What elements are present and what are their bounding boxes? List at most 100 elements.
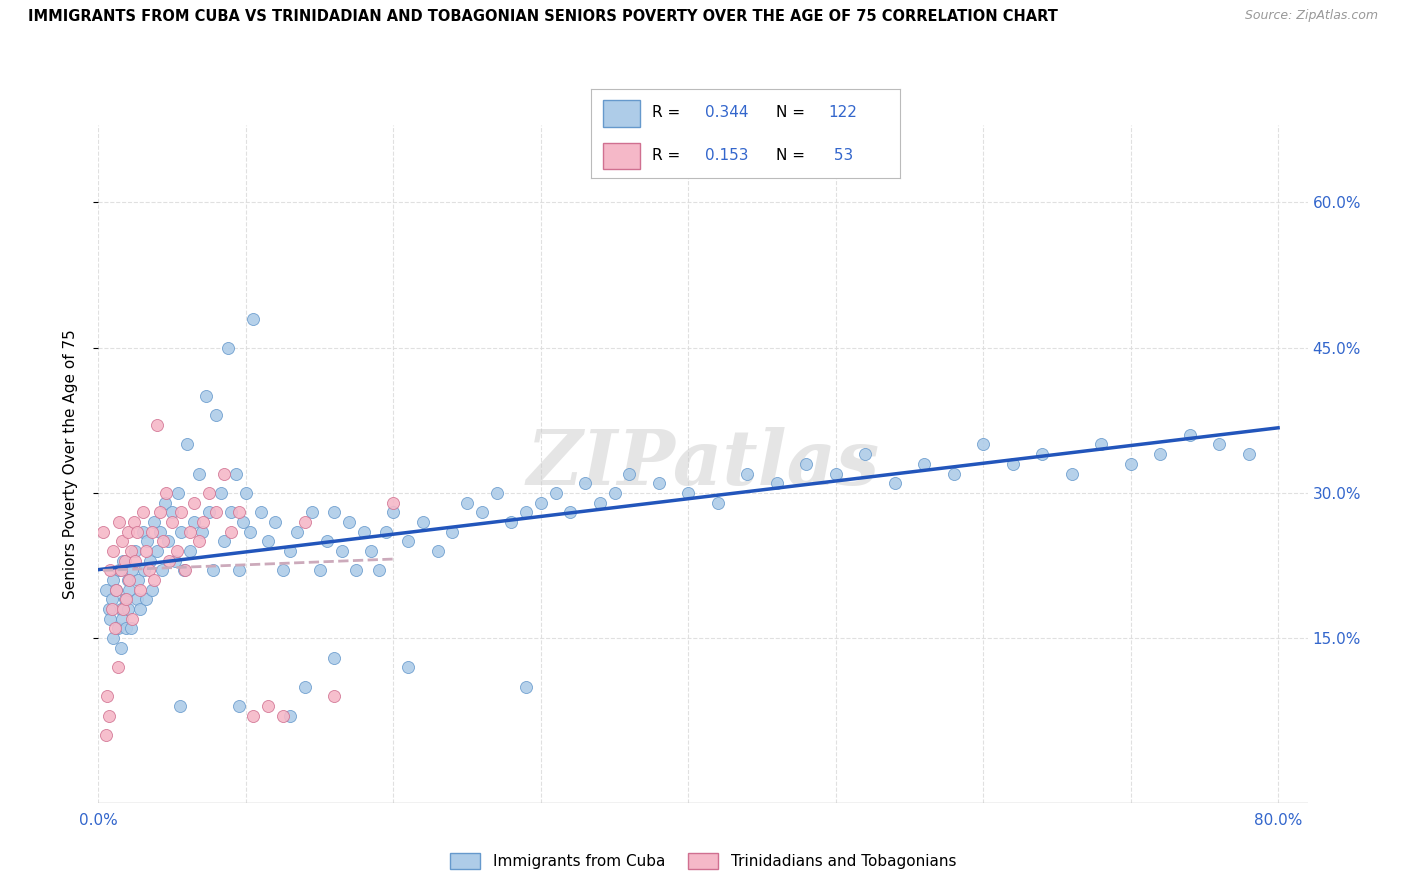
Point (96, 690, 118, 704)
Point (515, 680, 537, 694)
Point (139, 554, 162, 568)
Point (824, 467, 846, 481)
Point (1237, 447, 1260, 461)
Text: 122: 122 (828, 105, 858, 120)
Point (101, 544, 124, 558)
Point (97, 602, 120, 616)
Point (589, 495, 612, 509)
Point (173, 563, 195, 577)
Text: Source: ZipAtlas.com: Source: ZipAtlas.com (1244, 9, 1378, 22)
Legend: Immigrants from Cuba, Trinidadians and Tobagonians: Immigrants from Cuba, Trinidadians and T… (444, 847, 962, 875)
Point (316, 534, 339, 549)
Point (735, 467, 758, 481)
Text: 53: 53 (828, 148, 853, 162)
Point (412, 515, 434, 529)
Point (134, 563, 156, 577)
Point (560, 505, 582, 519)
Point (544, 486, 567, 500)
Point (150, 563, 173, 577)
Point (1178, 427, 1201, 442)
Point (515, 505, 537, 519)
Point (149, 505, 172, 519)
Point (205, 505, 228, 519)
Point (174, 563, 197, 577)
Point (242, 708, 264, 723)
Point (169, 698, 191, 713)
Point (187, 467, 209, 481)
Point (118, 582, 141, 597)
Point (179, 544, 201, 558)
Point (1208, 437, 1230, 451)
Point (323, 505, 346, 519)
Point (308, 563, 330, 577)
Point (219, 524, 242, 539)
Point (765, 476, 787, 491)
Point (232, 515, 254, 529)
Point (110, 602, 132, 616)
Point (98, 612, 121, 626)
Point (426, 544, 449, 558)
Point (94, 728, 117, 742)
Point (121, 563, 143, 577)
Point (441, 524, 464, 539)
Point (110, 640, 132, 655)
Point (1060, 467, 1083, 481)
Point (456, 495, 478, 509)
Point (198, 486, 221, 500)
Text: R =: R = (652, 148, 686, 162)
Text: 0.344: 0.344 (704, 105, 748, 120)
Point (367, 563, 389, 577)
Point (156, 534, 179, 549)
Point (153, 495, 176, 509)
Point (396, 660, 419, 674)
Point (100, 592, 122, 607)
Point (603, 486, 626, 500)
Point (1001, 457, 1024, 471)
Point (294, 515, 316, 529)
Point (112, 554, 135, 568)
Point (141, 524, 163, 539)
Point (225, 467, 247, 481)
Point (235, 486, 257, 500)
Point (396, 534, 419, 549)
Point (157, 554, 180, 568)
Y-axis label: Seniors Poverty Over the Age of 75: Seniors Poverty Over the Age of 75 (63, 329, 77, 599)
Text: N =: N = (776, 105, 810, 120)
Point (131, 505, 153, 519)
Point (114, 554, 136, 568)
Point (353, 524, 375, 539)
Point (183, 515, 205, 529)
Point (648, 476, 671, 491)
Point (530, 495, 553, 509)
Point (101, 631, 124, 645)
Point (257, 534, 280, 549)
Point (191, 515, 214, 529)
Point (271, 708, 294, 723)
Point (183, 495, 205, 509)
Point (883, 476, 905, 491)
Point (117, 524, 139, 539)
Point (375, 524, 398, 539)
Point (330, 544, 353, 558)
Point (120, 622, 142, 636)
Point (105, 582, 128, 597)
FancyBboxPatch shape (603, 100, 640, 127)
Point (228, 698, 250, 713)
Point (972, 437, 994, 451)
Point (124, 544, 146, 558)
Point (382, 505, 405, 519)
Point (155, 486, 177, 500)
Text: N =: N = (776, 148, 810, 162)
Point (1149, 447, 1171, 461)
Point (346, 563, 368, 577)
Point (127, 573, 149, 587)
Point (143, 573, 166, 587)
Point (228, 505, 250, 519)
Point (205, 409, 228, 423)
Point (942, 467, 965, 481)
Text: 0.153: 0.153 (704, 148, 748, 162)
Point (166, 544, 188, 558)
Point (118, 573, 141, 587)
Point (100, 602, 122, 616)
Point (160, 515, 183, 529)
